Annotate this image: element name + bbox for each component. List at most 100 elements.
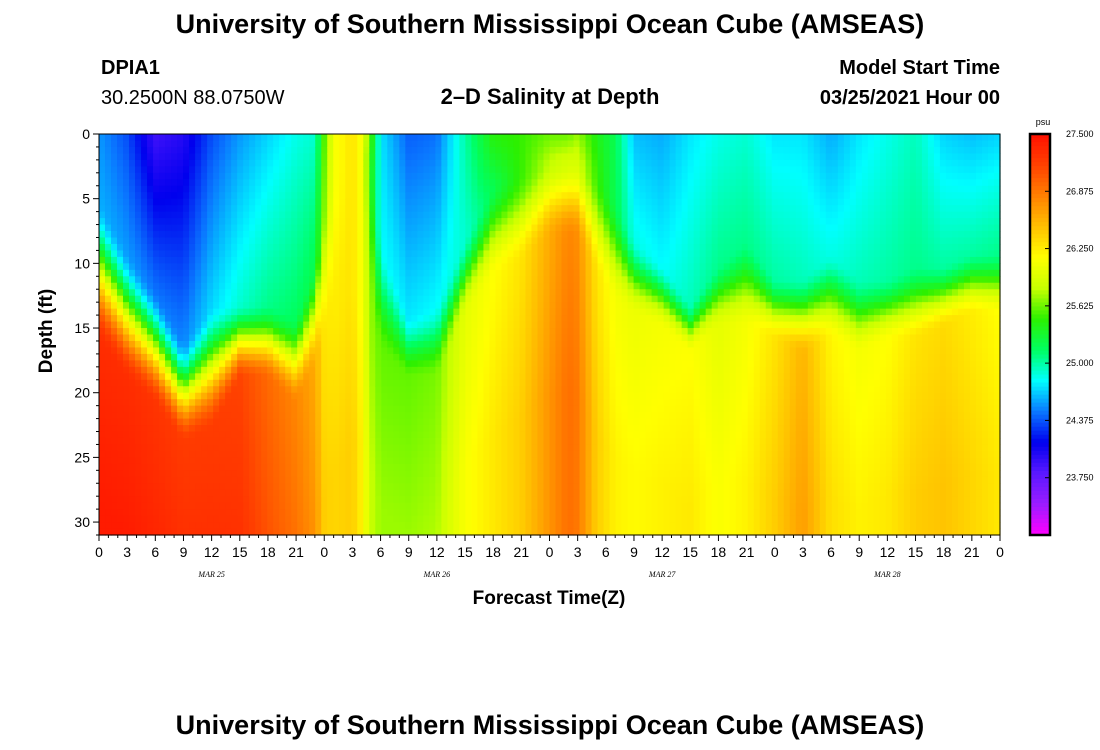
heatmap-cell: [405, 509, 412, 517]
heatmap-cell: [441, 425, 448, 433]
heatmap-cell: [285, 276, 292, 284]
heatmap-cell: [525, 379, 533, 387]
heatmap-cell: [153, 515, 160, 523]
heatmap-cell: [129, 237, 136, 245]
heatmap-cell: [303, 334, 310, 342]
heatmap-cell: [435, 366, 442, 374]
heatmap-cell: [117, 263, 124, 271]
heatmap-cell: [135, 321, 142, 329]
heatmap-cell: [261, 321, 268, 329]
heatmap-cell: [165, 476, 172, 484]
model-start-value: 03/25/2021 Hour 00: [819, 87, 1000, 109]
heatmap-cell: [471, 340, 479, 349]
heatmap-cell: [249, 205, 256, 213]
heatmap-cell: [495, 444, 503, 452]
heatmap-cell: [279, 405, 286, 413]
heatmap-cell: [183, 276, 190, 284]
heatmap-cell: [453, 198, 460, 206]
heatmap-cell: [375, 418, 382, 426]
heatmap-cell: [135, 185, 142, 193]
heatmap-cell: [555, 360, 563, 368]
heatmap-cell: [345, 146, 352, 155]
heatmap-cell: [441, 205, 448, 213]
heatmap-cell: [573, 522, 581, 530]
heatmap-cell: [477, 269, 485, 277]
heatmap-cell: [477, 470, 485, 478]
heatmap-cell: [459, 308, 467, 316]
heatmap-cell: [291, 476, 298, 484]
heatmap-cell: [471, 134, 479, 142]
heatmap-cell: [207, 353, 214, 361]
heatmap-cell: [573, 328, 581, 336]
heatmap-cell: [489, 328, 497, 336]
heatmap-cell: [135, 250, 142, 258]
heatmap-cell: [357, 140, 364, 148]
heatmap-cell: [261, 205, 268, 213]
heatmap-cell: [183, 153, 190, 161]
heatmap-cell: [579, 224, 587, 232]
heatmap-cell: [483, 450, 491, 458]
heatmap-cell: [483, 379, 491, 387]
heatmap-cell: [183, 522, 190, 530]
heatmap-cell: [525, 140, 533, 148]
heatmap-cell: [105, 509, 112, 517]
heatmap-cell: [369, 250, 376, 258]
heatmap-cell: [459, 496, 467, 504]
heatmap-cell: [375, 205, 382, 213]
heatmap-cell: [429, 328, 436, 336]
heatmap-cell: [423, 218, 430, 226]
heatmap-cell: [195, 360, 202, 368]
heatmap-cell: [231, 522, 238, 530]
heatmap-cell: [297, 211, 304, 219]
heatmap-cell: [447, 347, 454, 355]
heatmap-cell: [123, 340, 130, 349]
heatmap-cell: [189, 328, 196, 336]
heatmap-cell: [201, 399, 208, 407]
heatmap-cell: [279, 134, 286, 142]
heatmap-cell: [465, 450, 473, 458]
heatmap-cell: [201, 237, 208, 245]
heatmap-cell: [471, 437, 479, 446]
heatmap-cell: [99, 153, 106, 161]
heatmap-cell: [507, 172, 515, 180]
heatmap-cell: [165, 302, 172, 310]
heatmap-cell: [561, 528, 569, 536]
heatmap-cell: [537, 399, 545, 407]
heatmap-cell: [471, 470, 479, 478]
heatmap-cell: [159, 198, 166, 206]
heatmap-cell: [105, 328, 112, 336]
heatmap-cell: [183, 386, 190, 394]
heatmap-cell: [321, 153, 328, 161]
heatmap-cell: [99, 315, 106, 323]
heatmap-cell: [153, 502, 160, 510]
heatmap-cell: [267, 218, 274, 226]
heatmap-cell: [315, 470, 322, 478]
heatmap-cell: [351, 295, 358, 303]
heatmap-cell: [405, 231, 412, 239]
heatmap-cell: [105, 231, 112, 239]
heatmap-cell: [135, 463, 142, 471]
heatmap-cell: [327, 153, 334, 161]
heatmap-cell: [219, 463, 226, 471]
heatmap-cell: [225, 425, 232, 433]
heatmap-cell: [405, 282, 412, 290]
heatmap-cell: [357, 476, 364, 484]
heatmap-cell: [411, 347, 418, 355]
heatmap-cell: [285, 231, 292, 239]
heatmap-cell: [477, 308, 485, 316]
heatmap-cell: [543, 476, 551, 484]
heatmap-cell: [453, 476, 460, 484]
heatmap-cell: [129, 405, 136, 413]
heatmap-cell: [165, 250, 172, 258]
heatmap-cell: [213, 412, 220, 420]
heatmap-cell: [261, 192, 268, 200]
heatmap-cell: [117, 218, 124, 226]
heatmap-cell: [525, 218, 533, 226]
heatmap-cell: [327, 418, 334, 426]
heatmap-cell: [165, 289, 172, 297]
heatmap-cell: [321, 431, 328, 439]
heatmap-cell: [357, 457, 364, 465]
heatmap-cell: [165, 412, 172, 420]
heatmap-cell: [309, 321, 316, 329]
heatmap-cell: [357, 218, 364, 226]
